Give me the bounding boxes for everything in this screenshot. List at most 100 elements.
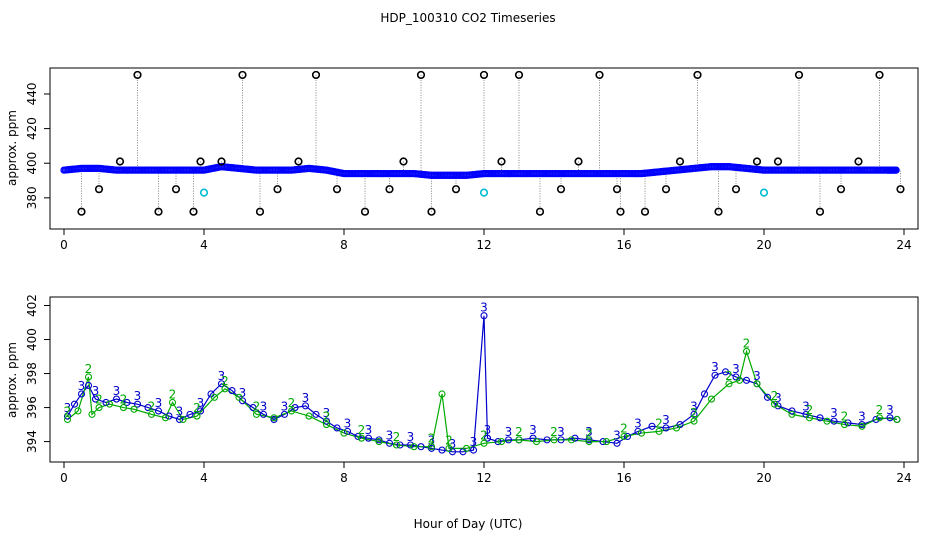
outlier-point [427, 207, 436, 216]
level3-point [312, 410, 320, 418]
level3-point [417, 443, 425, 451]
top-panel: 0 4 8 12 16 20 24 380 400 420 440 approx. ppm [5, 67, 919, 252]
level2-point [84, 373, 93, 381]
level2-point [823, 417, 831, 425]
level2-point [893, 415, 901, 424]
level3-point [438, 446, 446, 454]
level3-point [483, 434, 492, 442]
level3-point [774, 402, 782, 410]
level3-point [175, 415, 184, 424]
level3-point [280, 410, 289, 418]
figure-title: HDP_100310 CO2 Timeseries [380, 11, 555, 25]
level2-label: 2 [771, 389, 779, 403]
flagged-point [759, 188, 769, 197]
level3-label: 3 [529, 423, 537, 437]
level2-point [130, 405, 138, 413]
level2-point [753, 380, 761, 388]
outlier-point [171, 185, 181, 194]
level3-label: 3 [711, 360, 719, 374]
level3-point [343, 427, 352, 435]
level3-point [217, 380, 226, 388]
level3-point [385, 439, 394, 447]
flagged-point [199, 188, 209, 197]
level2-point [235, 393, 243, 401]
level2-point [427, 443, 436, 451]
level2-label: 2 [64, 404, 72, 418]
level2-point [567, 436, 576, 444]
outlier-point [875, 70, 884, 80]
level2-point [193, 412, 201, 420]
level3-point [480, 312, 488, 320]
level2-point [147, 410, 156, 418]
level2-point [392, 441, 401, 449]
level2-point [840, 421, 849, 429]
outlier-point [574, 157, 583, 166]
outlier-point [479, 70, 489, 80]
level2-label: 2 [620, 421, 628, 435]
level2-label: 2 [655, 416, 663, 430]
level2-point [252, 410, 261, 418]
level3-point [154, 407, 163, 415]
level2-point [532, 438, 541, 446]
level3-point [102, 398, 110, 407]
bottom-x-tick-label: 8 [340, 471, 348, 485]
outlier-point [399, 157, 408, 166]
level3-label: 3 [585, 425, 593, 439]
level2-point [742, 347, 751, 355]
outlier-point [189, 207, 198, 216]
level2-point [550, 436, 558, 444]
level3-point [504, 436, 513, 444]
level2-point [410, 443, 418, 451]
level3-point [322, 417, 331, 425]
level3-point [196, 407, 205, 415]
level3-label: 3 [480, 301, 488, 315]
level3-point [165, 412, 173, 420]
level3-label: 3 [176, 404, 184, 418]
bottom-x-tick-label: 12 [476, 471, 491, 485]
level3-label: 3 [302, 391, 310, 405]
level3-point [249, 404, 257, 412]
level3-label: 3 [134, 389, 142, 403]
level2-point [655, 427, 663, 435]
level3-point [662, 424, 670, 432]
level2-label: 2 [480, 428, 488, 442]
outlier-point [385, 185, 394, 194]
level2-point [462, 444, 471, 452]
top-y-tick-label: 380 [25, 186, 39, 209]
level2-point [637, 429, 646, 437]
level2-label: 2 [515, 425, 523, 439]
level3-label: 3 [802, 399, 810, 413]
outlier-point [217, 157, 226, 166]
level2-point [497, 438, 506, 446]
level3-label: 3 [470, 435, 478, 449]
bottom-y-tick-label: 396 [25, 396, 39, 419]
level3-point [228, 387, 236, 395]
bottom-y-tick-label: 394 [25, 430, 39, 453]
level2-label: 2 [393, 430, 401, 444]
outlier-point [133, 70, 142, 80]
level2-point [305, 412, 313, 420]
level3-label: 3 [78, 379, 86, 393]
level3-label: 3 [281, 399, 289, 413]
level2-label: 2 [85, 362, 93, 376]
level2-point [858, 422, 866, 430]
level3-point [133, 400, 142, 408]
outlier-point [255, 207, 265, 216]
level2-point [270, 414, 278, 422]
level3-point [886, 414, 894, 422]
top-y-axis: 380 400 420 440 [25, 83, 50, 209]
level3-label: 3 [732, 362, 740, 376]
level3-label: 3 [386, 428, 394, 442]
bottom-x-tick-label: 0 [60, 471, 68, 485]
top-x-tick-label: 24 [896, 238, 911, 252]
level2-point [88, 410, 96, 418]
level3-label: 3 [634, 416, 642, 430]
outlier-point [731, 185, 741, 194]
level2-point [480, 439, 488, 447]
level3-point [333, 424, 341, 432]
level2-point [445, 444, 453, 452]
outlier-point [693, 70, 702, 80]
bottom-y-tick-label: 402 [25, 294, 39, 317]
